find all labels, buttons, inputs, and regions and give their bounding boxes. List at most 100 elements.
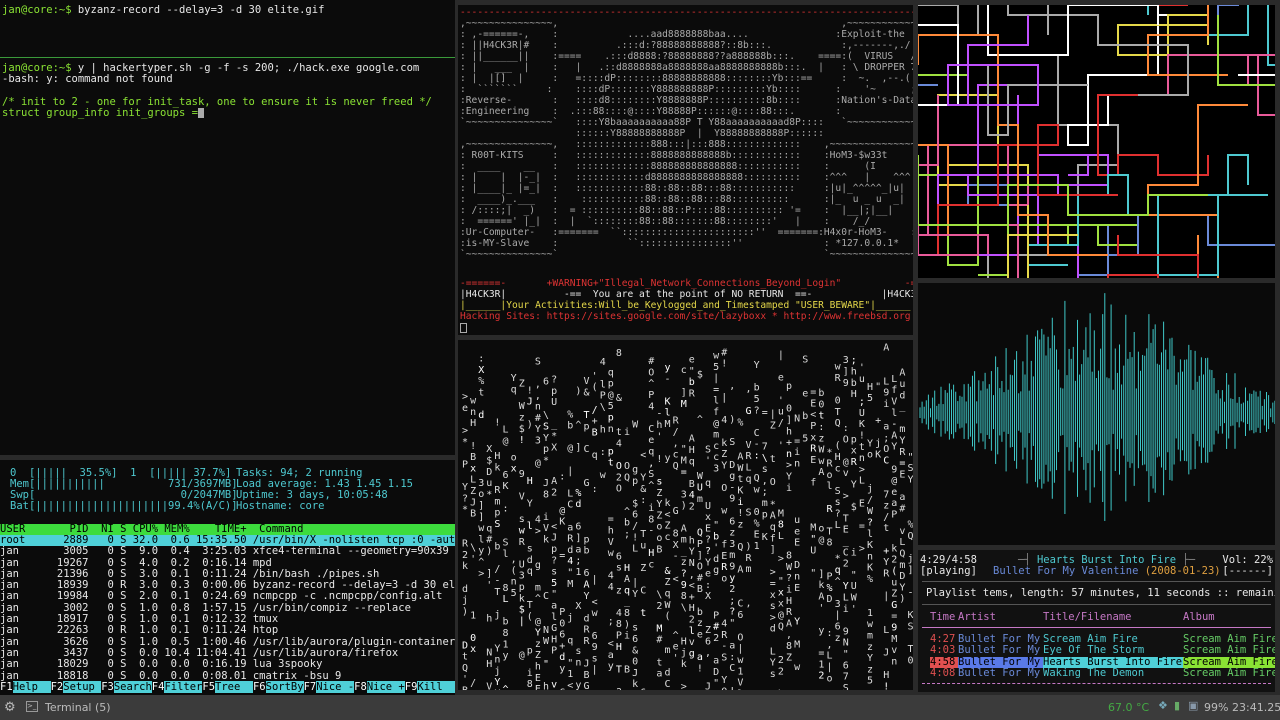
matrix-glyph: " [713, 678, 719, 689]
fkey-action-6[interactable]: Nice - [316, 681, 355, 693]
matrix-glyph: L [835, 520, 841, 531]
matrix-glyph: o [827, 673, 833, 684]
process-list[interactable]: root 2889 0 S 32.0 0.6 15:35.50 /usr/bin… [0, 534, 455, 682]
matrix-glyph: R [721, 630, 728, 641]
matrix-glyph: C [737, 598, 743, 609]
matrix-glyph: G [891, 600, 897, 611]
matrix-glyph: 9 [729, 562, 735, 573]
matrix-glyph: " [810, 568, 816, 579]
fkey-action-1[interactable]: Setup [63, 681, 102, 693]
terminal-icon: >_ [26, 701, 38, 712]
process-row[interactable]: jan 19984 0 S 2.0 0.1 0:24.69 ncmpcpp -c… [0, 590, 443, 603]
process-row[interactable]: jan 22263 0 R 1.0 0.1 0:11.24 htop [0, 624, 279, 637]
matrix-glyph: V [584, 376, 590, 387]
matrix-glyph: w [592, 608, 599, 619]
process-row[interactable]: jan 18939 0 R 3.0 0.3 0:00.06 byzanz-rec… [0, 579, 455, 592]
fkey-action-7[interactable]: Nice + [366, 681, 405, 693]
matrix-glyph: # [648, 356, 654, 367]
process-row[interactable]: jan 3005 0 S 9.0 0.4 3:25.03 xfce4-termi… [0, 545, 455, 558]
terminal-pane[interactable]: jan@core:~$ byzanz-record --delay=3 -d 3… [0, 0, 455, 455]
process-row[interactable]: jan 3002 0 S 1.0 0.8 1:57.15 /usr/bin/co… [0, 601, 411, 614]
column-album[interactable]: Album [1183, 611, 1215, 623]
matrix-glyph: y [818, 625, 824, 636]
process-row[interactable]: jan 19267 0 S 4.0 0.2 0:16.14 mpd [0, 556, 272, 569]
track-time: 4:27 [930, 633, 956, 645]
clock[interactable]: 23:41.25 [1232, 701, 1280, 714]
matrix-glyph: R [746, 451, 753, 462]
column-artist[interactable]: Artist [958, 611, 996, 623]
matrix-glyph: 4 [608, 582, 614, 593]
playlist-track[interactable]: 4:58 Bullet For My Hearts Burst Into Fire S… [922, 656, 1275, 668]
process-row[interactable]: jan 18917 0 S 1.0 0.1 0:12.32 tmux [0, 613, 279, 626]
matrix-glyph: e [794, 526, 800, 537]
playlist[interactable]: 4:27 Bullet For My Scream Aim Fire Scream A… [922, 633, 1275, 679]
matrix-glyph: l [737, 689, 743, 690]
pipe [1147, 5, 1149, 15]
matrix-glyph: ] [697, 550, 703, 561]
volume[interactable]: Vol: 22% [1222, 554, 1273, 566]
column-time[interactable]: Time [930, 611, 956, 623]
matrix-glyph: Y [494, 643, 500, 654]
matrix-glyph: 3 [681, 489, 687, 500]
playlist-track[interactable]: 4:08 Bullet For My Waking The Demon Scream … [922, 667, 1275, 679]
menu-icon[interactable]: ⚙ [4, 700, 16, 715]
fkey-action-3[interactable]: Filter [164, 681, 203, 693]
matrix-glyph: A [737, 452, 743, 463]
hacker-banner-pane[interactable]: ----------------------------------------… [458, 5, 913, 335]
fkey-label: F1 [0, 681, 13, 693]
playlist-track[interactable]: 4:03 Bullet For My Eye Of The Storm Scream … [922, 644, 1275, 656]
cmatrix-pane[interactable]: >e>*PY?*R2kdj)DtQ'BwnH!BxLZJB\'10x/:X%td… [458, 340, 913, 690]
matrix-glyph: $ [486, 456, 492, 467]
matrix-glyph: L [899, 537, 905, 548]
matrix-glyph: # [656, 635, 662, 646]
matrix-glyph: 9 [681, 580, 687, 591]
matrix-glyph: Y [770, 658, 776, 669]
taskbar-item-terminal[interactable]: Terminal (5) [45, 701, 111, 714]
visualizer-pane[interactable] [918, 283, 1275, 545]
network-icon[interactable]: ▮ [1174, 699, 1181, 712]
matrix-glyph: = [859, 521, 865, 532]
dropbox-icon[interactable]: ❖ [1158, 699, 1168, 712]
fkey-action-0[interactable]: Help [12, 681, 51, 693]
process-table-header[interactable]: USER PID NI S CPU% MEM% TIME+ Command [0, 523, 455, 536]
matrix-glyph: A [818, 467, 824, 478]
process-row[interactable]: jan 18029 0 S 0.0 0.0 0:16.19 lua 3spook… [0, 658, 323, 671]
matrix-glyph: Q [697, 528, 703, 539]
matrix-glyph: W [519, 401, 526, 412]
matrix-glyph: ' [859, 363, 865, 374]
matrix-glyph: E [899, 469, 905, 480]
matrix-glyph: j [462, 595, 468, 606]
pipe [978, 224, 1139, 276]
matrix-glyph: b [689, 377, 695, 388]
process-row[interactable]: jan 3437 0 S 0.0 10.4 11:04.41 /usr/lib/… [0, 646, 399, 659]
matrix-glyph: H [867, 382, 873, 393]
pipes-pane[interactable] [918, 5, 1275, 278]
art-line: : ======' |_| : | `::::::::88::88:::::::… [460, 216, 913, 227]
volume-bar[interactable]: [------] [1222, 565, 1273, 577]
progress-bar[interactable] [922, 683, 1271, 684]
process-row[interactable]: root 2889 0 S 32.0 0.6 15:35.50 /usr/bin… [0, 534, 455, 547]
fkey-action-2[interactable]: Search [113, 681, 152, 693]
htop-pane[interactable]: 0 [||||| 35.5%] 1 [||||| 37.7%] Mem[||||… [0, 460, 455, 695]
matrix-glyph: n [494, 655, 500, 666]
ncmpcpp-pane[interactable]: 4:29/4:58 [playing] ─┤ Hearts Burst Into… [918, 550, 1275, 692]
matrix-glyph: ) [462, 606, 468, 617]
matrix-glyph: 4 [616, 438, 622, 449]
pipe [1217, 15, 1275, 86]
matrix-glyph: | [835, 610, 841, 621]
process-row[interactable]: jan 21396 0 S 3.0 0.1 0:11.24 /bin/bash … [0, 567, 380, 580]
playlist-track[interactable]: 4:27 Bullet For My Scream Aim Fire Scream A… [922, 633, 1275, 645]
fkey-action-8[interactable]: Kill [417, 681, 455, 693]
matrix-glyph: P [616, 630, 622, 641]
process-row[interactable]: jan 18818 0 S 0.0 0.0 0:08.01 cmatrix -b… [0, 669, 342, 682]
matrix-glyph: N [843, 638, 849, 649]
battery-icon[interactable]: ▣ [1188, 699, 1199, 712]
fkey-action-4[interactable]: Tree [215, 681, 253, 693]
column-title[interactable]: Title/Filename [1043, 611, 1132, 623]
process-row[interactable]: jan 3626 0 S 1.0 0.5 1:00.46 /usr/lib/au… [0, 635, 455, 648]
matrix-glyph: w [737, 655, 744, 666]
matrix-glyph: R [899, 447, 906, 458]
matrix-glyph: l [891, 408, 897, 419]
fkey-action-5[interactable]: SortBy [265, 681, 304, 693]
matrix-glyph: p [584, 421, 590, 432]
